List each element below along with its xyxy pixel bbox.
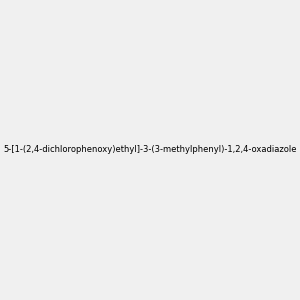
Text: 5-[1-(2,4-dichlorophenoxy)ethyl]-3-(3-methylphenyl)-1,2,4-oxadiazole: 5-[1-(2,4-dichlorophenoxy)ethyl]-3-(3-me… — [3, 146, 297, 154]
